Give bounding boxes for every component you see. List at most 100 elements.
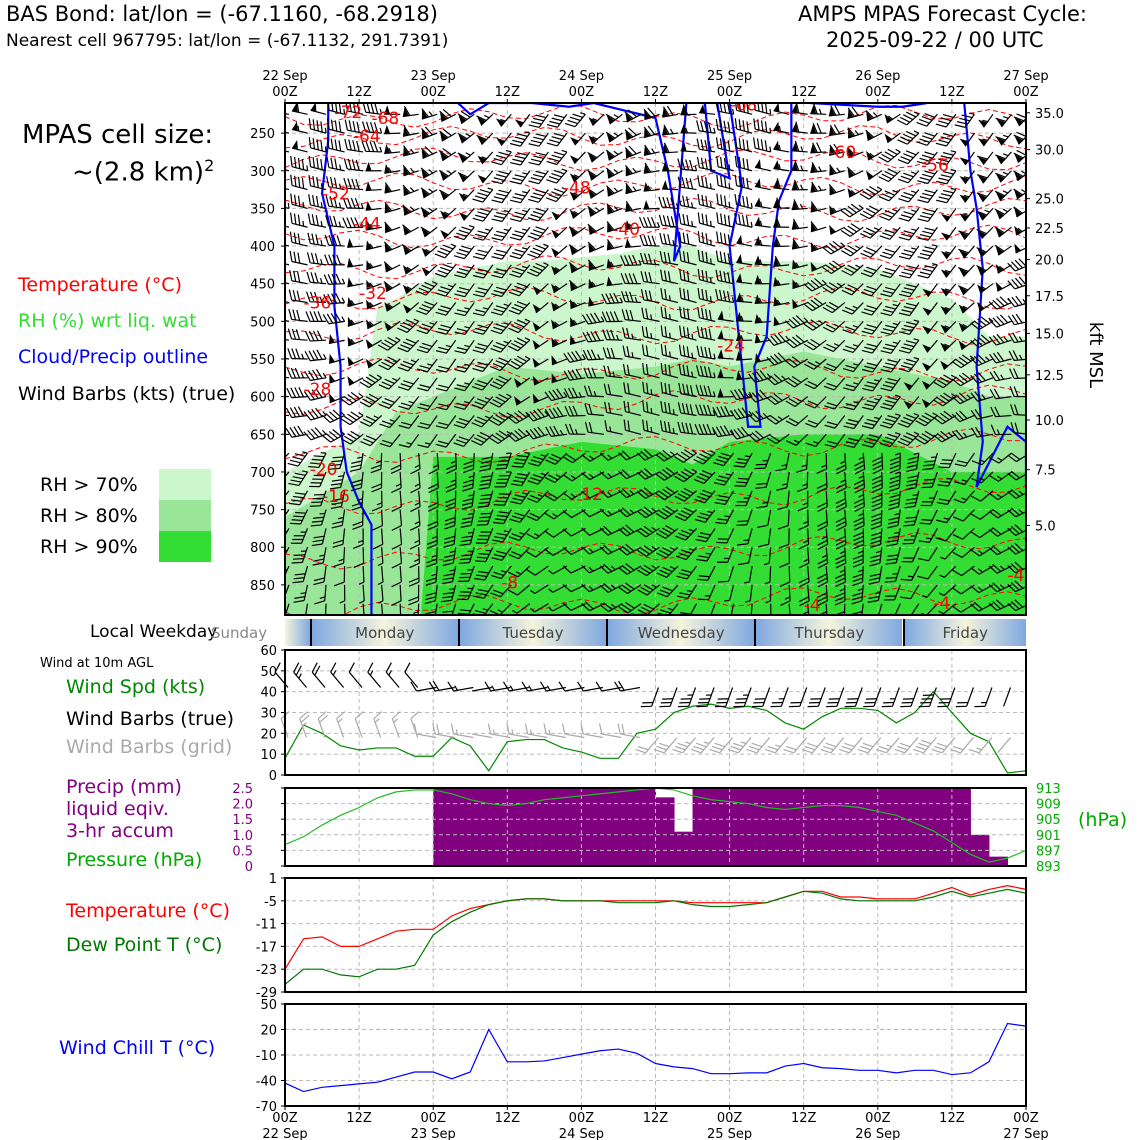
temperature-contour [285,147,1026,172]
cross-section-wind-barb [546,149,568,166]
cross-section-wind-barb [900,565,920,581]
cross-section-wind-barb [852,547,864,568]
cross-section-wind-barb [773,140,790,153]
cross-section-wind-barb [510,170,531,185]
cross-section-wind-barb [530,584,549,595]
cross-section-wind-barb [712,405,735,418]
temperature-contour-label: -8 [501,574,518,594]
cross-section-wind-barb [435,433,457,448]
cross-section-wind-barb [491,546,512,561]
cross-section-wind-barb [715,250,734,266]
height-tick-label: 12.5 [1035,369,1064,384]
weekday-bar: Sunday Monday Tuesday Wednesday Thursday Frid… [211,619,1026,646]
wind-barb-true [348,662,363,688]
temp-ytick-label: -29 [256,986,277,1001]
cross-section-wind-barb [528,113,549,128]
cross-section-wind-barb [285,546,290,562]
bottom-time-label: 12Z [643,1111,669,1126]
cross-section-wind-barb [366,299,382,310]
windchill-ytick-label: -40 [256,1075,277,1090]
precip-bar [636,788,656,866]
cross-section-wind-barb [641,307,660,322]
cross-section-wind-barb [384,201,401,214]
cross-section-wind-barb [805,433,827,448]
cross-section-wind-barb [599,525,623,536]
cross-section-wind-barb [804,377,827,390]
cross-section-wind-barb [435,302,457,316]
cross-section-wind-barb [288,289,308,304]
cross-section-wind-barb [694,424,716,435]
cross-section-wind-barb [526,509,549,522]
cross-section-wind-barb [773,296,790,307]
cross-section-wind-barb [439,169,457,181]
cross-section-wind-barb [696,120,716,134]
cross-section-wind-barb [637,584,660,596]
cross-section-wind-barb [508,282,531,297]
height-tick-label: 15.0 [1035,327,1064,342]
cross-section-wind-barb [883,584,901,601]
cross-section-wind-barb [529,603,549,613]
cross-section-wind-barb [888,471,901,492]
top-time-label: 00Z [865,85,891,100]
cross-section-wind-barb [717,388,734,398]
cross-section-wind-barb [342,217,364,229]
cross-section-wind-barb [936,509,957,524]
cross-section-wind-barb [410,453,421,475]
cross-section-wind-barb [509,151,531,166]
windchill-ytick-label: -10 [256,1049,277,1064]
cross-section-wind-barb [287,348,308,360]
cross-section-wind-barb [532,339,549,350]
precip-bar [988,856,1008,866]
temp-ytick-label: -23 [256,963,277,978]
cross-section-wind-barb [775,453,790,472]
cross-section-wind-barb [951,372,975,387]
cross-section-wind-barb [605,131,623,143]
cross-section-wind-barb [1013,206,1026,218]
cross-section-wind-barb [453,396,475,410]
cross-section-wind-barb [528,151,549,166]
cross-section-wind-barb [697,307,716,322]
cross-section-wind-barb [472,358,494,373]
precip-bar [803,788,823,866]
cross-section-wind-barb [343,158,364,172]
cross-section-wind-barb [604,420,623,435]
cross-section-wind-barb [916,151,938,166]
pressure-tick-label: 650 [250,428,275,443]
temperature-contour-label: -68 [371,109,399,129]
cross-section-wind-barb [326,176,345,191]
cross-section-wind-barb [564,112,586,128]
cross-section-wind-barb [822,301,846,314]
wind-barb-true [696,687,715,708]
top-time-label: 00Z [272,85,298,100]
bottom-time-label: 12Z [495,1111,521,1126]
cross-section-wind-barb [548,584,568,593]
cross-section-wind-barb [697,287,716,304]
cross-section-wind-barb [716,174,734,191]
wind-barb-true [577,681,604,692]
cross-section-wind-barb [624,145,642,159]
cross-section-wind-barb [989,370,1012,382]
cross-section-wind-barb [715,103,735,115]
temperature-contour-label: -24 [717,336,745,356]
cross-section-wind-barb [453,433,475,447]
cross-section-wind-barb [933,392,957,407]
cross-section-wind-barb [340,411,364,426]
cross-section-wind-barb [424,584,438,605]
cross-section-wind-barb [835,509,847,531]
windchill-panel-bg [285,1004,1026,1106]
cross-section-wind-barb [766,393,790,405]
cross-section-wind-barb [285,425,308,438]
cross-section-wind-barb [933,410,957,425]
cross-section-wind-barb [952,565,975,577]
cross-section-wind-barb [588,113,605,127]
cross-section-wind-barb [766,332,790,346]
precip-bar [692,788,712,866]
cross-section-wind-barb [569,189,586,201]
cross-section-wind-barb [988,527,1012,537]
wind-barb-grid [561,723,585,739]
cross-section-wind-barb [897,412,920,428]
cross-section-wind-barb [439,128,457,142]
wind-ytick-label: 20 [260,727,277,742]
cross-section-wind-barb [476,132,494,146]
temperature-contour-label: -4 [1007,566,1024,586]
